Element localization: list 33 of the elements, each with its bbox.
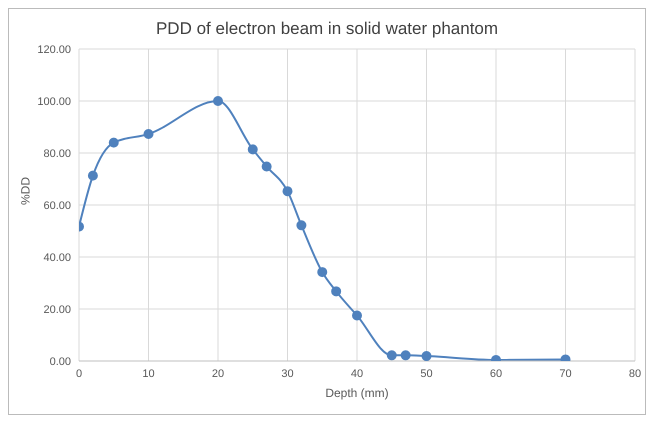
x-tick-label: 70 [559, 368, 572, 380]
x-tick-label: 30 [281, 368, 294, 380]
point [386, 350, 397, 360]
point [296, 220, 306, 230]
point [213, 96, 223, 106]
point [400, 350, 411, 360]
x-tick-label: 10 [142, 368, 155, 380]
point [144, 129, 154, 140]
y-tick-label: 120.00 [37, 44, 71, 56]
point [108, 138, 119, 148]
point [331, 286, 342, 296]
y-axis-title: %DD [18, 176, 32, 205]
x-tick-label: 60 [490, 368, 502, 380]
y-tick-label: 40.00 [43, 252, 71, 264]
x-tick-label: 20 [212, 368, 224, 380]
point [248, 144, 258, 154]
y-tick-label: 20.00 [43, 304, 71, 316]
y-tick-label: 0.00 [50, 356, 71, 368]
x-tick-label: 40 [350, 368, 364, 380]
y-tick-label: 100.00 [37, 96, 71, 108]
x-tick-label: 0 [76, 368, 82, 380]
point [352, 310, 362, 320]
point [422, 351, 432, 361]
point [317, 267, 328, 278]
x-tick-label: 50 [420, 368, 433, 380]
point [262, 162, 272, 172]
point [282, 186, 292, 196]
chart-title: PDD of electron beam in solid water phantom [154, 19, 500, 39]
x-tick-label: 80 [628, 368, 642, 380]
y-tick-label: 60.00 [43, 200, 71, 212]
x-axis-title: Depth (mm) [325, 386, 389, 400]
y-tick-label: 80.00 [43, 148, 71, 160]
point [88, 170, 98, 181]
